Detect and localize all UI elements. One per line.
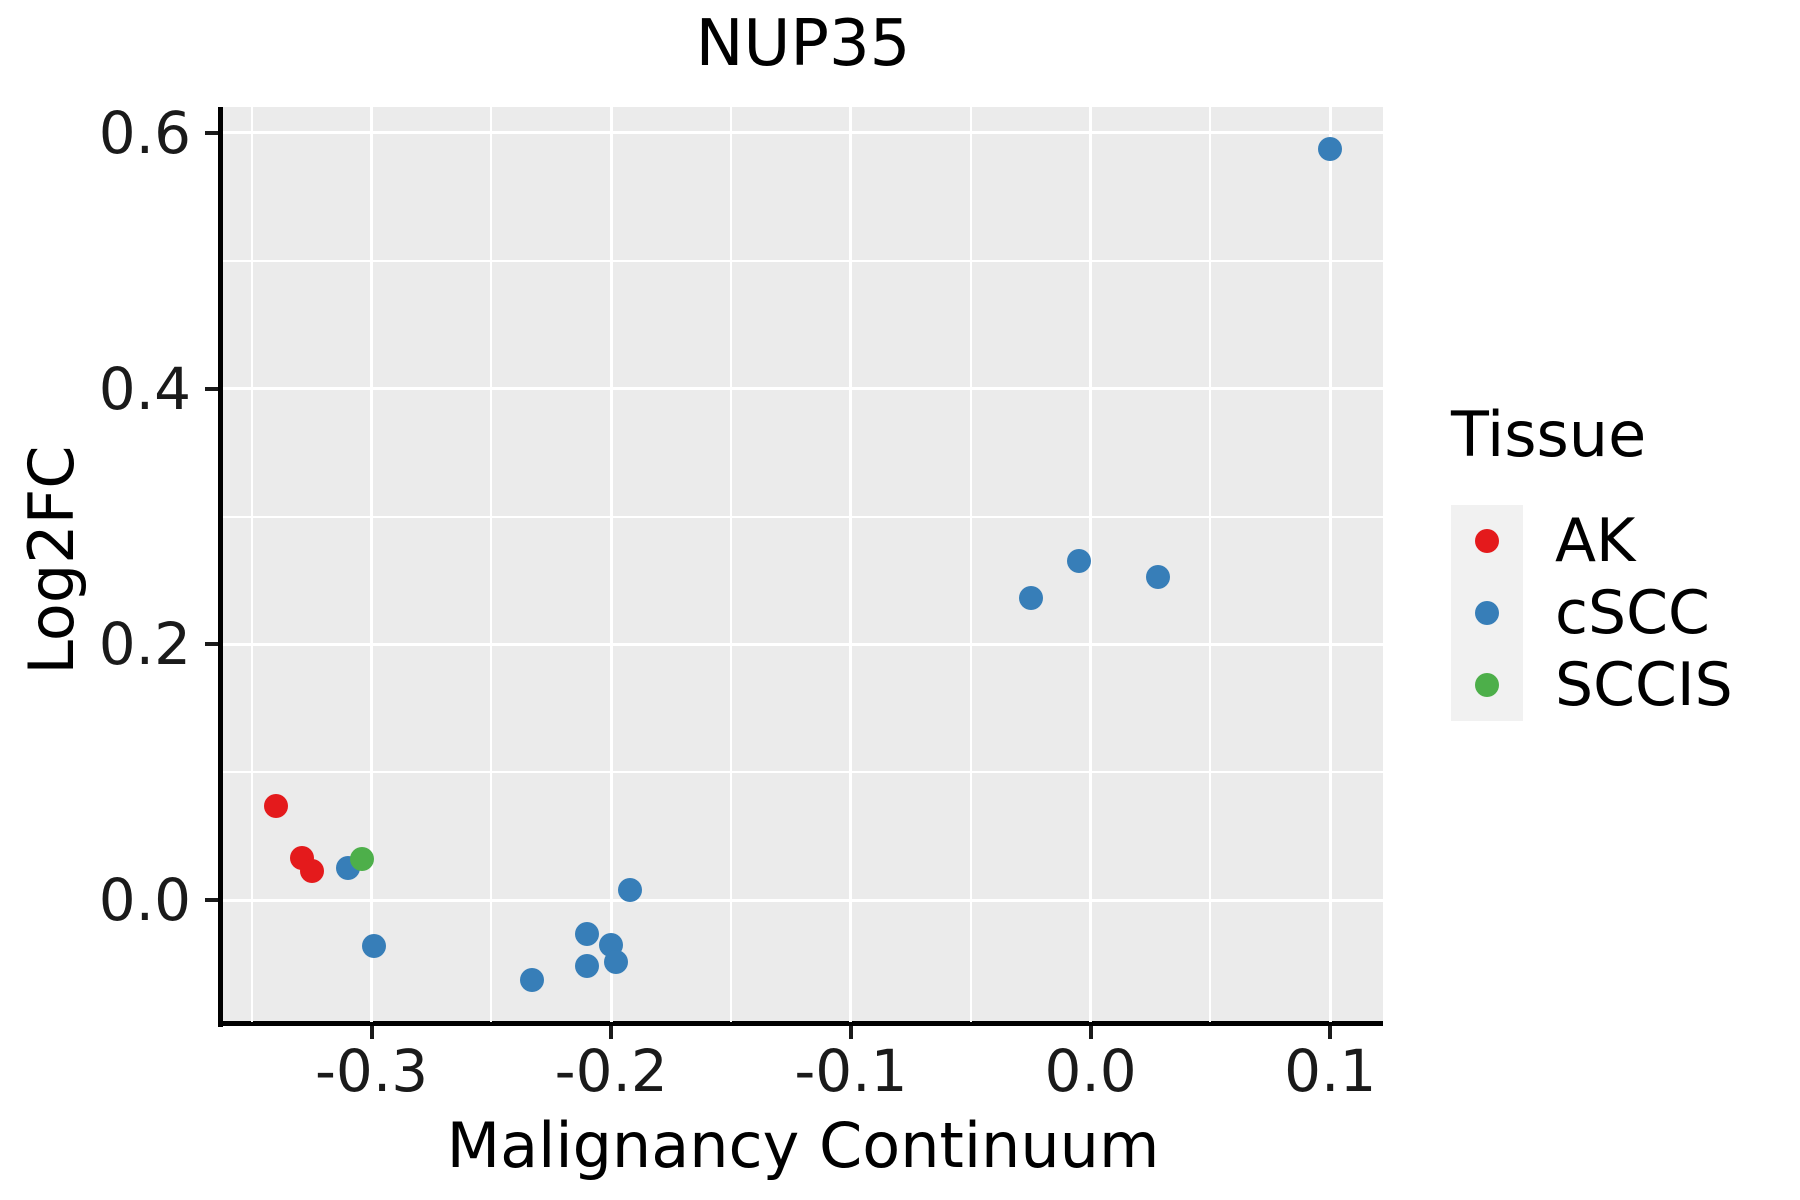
x-major-gridline xyxy=(1328,107,1332,1022)
x-axis-line xyxy=(218,1021,1383,1026)
legend-item-label: AK xyxy=(1555,506,1636,576)
x-minor-gridline xyxy=(1209,107,1212,1022)
ak-legend-dot xyxy=(1475,529,1499,553)
data-point-cscc xyxy=(1066,549,1091,574)
legend-key xyxy=(1451,649,1523,721)
data-point-sccis xyxy=(350,847,374,872)
legend: AK cSCC SCCIS xyxy=(1451,505,1733,721)
x-tick-mark xyxy=(369,1026,374,1039)
y-major-gridline xyxy=(223,642,1383,646)
x-major-gridline xyxy=(1089,107,1093,1022)
x-minor-gridline xyxy=(250,107,253,1022)
data-point-cscc xyxy=(575,921,600,946)
data-point-cscc xyxy=(618,878,643,903)
y-minor-gridline xyxy=(223,259,1383,262)
legend-title: Tissue xyxy=(1451,398,1647,471)
data-point-ak xyxy=(299,858,324,883)
x-tick-label: -0.3 xyxy=(315,1037,429,1105)
data-point-cscc xyxy=(520,967,545,992)
data-point-cscc xyxy=(575,953,600,978)
y-tick-mark xyxy=(205,642,218,647)
y-tick-label: 0.0 xyxy=(98,866,191,935)
legend-item-label: SCCIS xyxy=(1555,650,1733,720)
legend-key xyxy=(1451,505,1523,577)
y-axis-line xyxy=(218,107,223,1027)
x-major-gridline xyxy=(370,107,374,1022)
x-tick-label: -0.2 xyxy=(554,1037,668,1105)
legend-key xyxy=(1451,577,1523,649)
x-tick-mark xyxy=(1088,1026,1093,1039)
y-minor-gridline xyxy=(223,771,1383,774)
y-tick-label: 0.6 xyxy=(98,98,191,167)
y-tick-label: 0.4 xyxy=(98,354,191,423)
y-major-gridline xyxy=(223,898,1383,902)
x-tick-mark xyxy=(609,1026,614,1039)
x-minor-gridline xyxy=(490,107,493,1022)
x-major-gridline xyxy=(609,107,613,1022)
data-point-cscc xyxy=(604,949,629,974)
x-major-gridline xyxy=(849,107,853,1022)
y-major-gridline xyxy=(223,387,1383,391)
y-tick-mark xyxy=(205,130,218,135)
y-tick-mark xyxy=(205,898,218,903)
legend-item: AK xyxy=(1451,505,1733,577)
x-axis-title: Malignancy Continuum xyxy=(446,1109,1160,1182)
x-tick-mark xyxy=(848,1026,853,1039)
legend-item: SCCIS xyxy=(1451,649,1733,721)
data-point-ak xyxy=(263,793,288,818)
y-tick-label: 0.2 xyxy=(98,610,191,679)
plot-panel xyxy=(223,107,1383,1022)
data-point-cscc xyxy=(1318,137,1343,162)
cscc-legend-dot xyxy=(1475,601,1499,625)
data-point-cscc xyxy=(1018,586,1043,611)
y-major-gridline xyxy=(223,131,1383,135)
x-tick-label: 0.1 xyxy=(1284,1037,1377,1105)
x-tick-label: -0.1 xyxy=(794,1037,908,1105)
x-tick-label: 0.0 xyxy=(1044,1037,1137,1105)
legend-item-label: cSCC xyxy=(1555,578,1710,648)
y-minor-gridline xyxy=(223,515,1383,518)
y-axis-title: Log2FC xyxy=(15,445,88,675)
chart-title: NUP35 xyxy=(695,7,911,81)
x-tick-mark xyxy=(1328,1026,1333,1039)
x-minor-gridline xyxy=(730,107,733,1022)
sccis-legend-dot xyxy=(1475,673,1499,697)
y-tick-mark xyxy=(205,386,218,391)
data-point-cscc xyxy=(1145,564,1170,589)
x-minor-gridline xyxy=(969,107,972,1022)
legend-item: cSCC xyxy=(1451,577,1733,649)
data-point-cscc xyxy=(361,934,386,959)
